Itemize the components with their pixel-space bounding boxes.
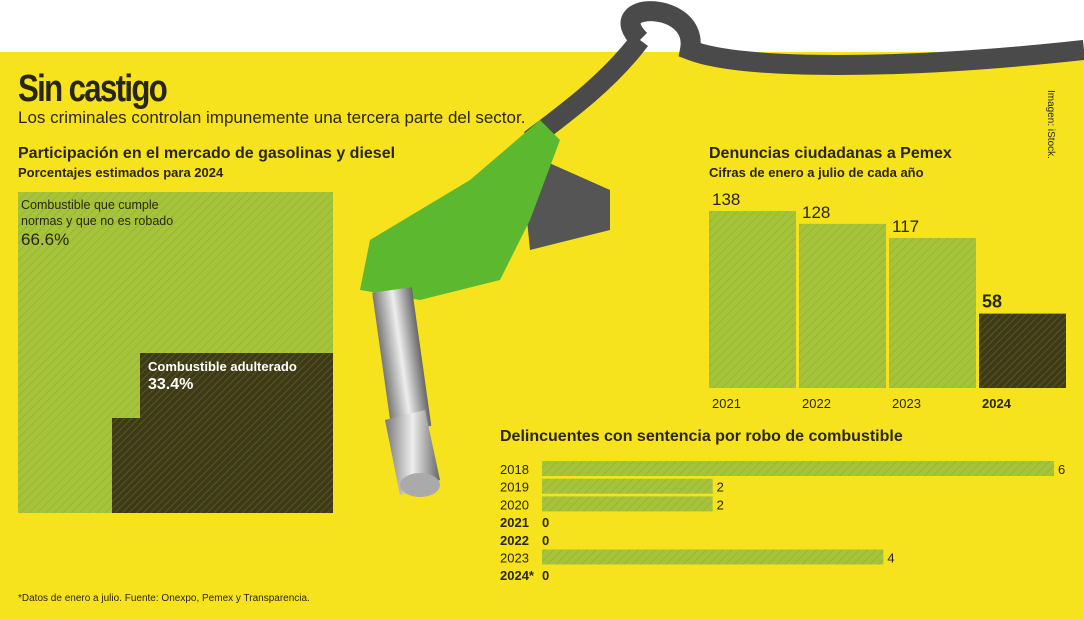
hbar-value-label: 2 (717, 480, 724, 495)
share-label-legal-2: normas y que no es robado (21, 214, 173, 228)
hbar-category-label: 2024* (500, 568, 535, 583)
top-band (0, 0, 1084, 52)
hbar-category-label: 2021 (500, 515, 529, 530)
hbar-2023 (542, 549, 884, 565)
column-value-label: 138 (712, 190, 740, 209)
share-label-legal-1: Combustible que cumple (21, 198, 159, 212)
share-value-adulterated: 33.4% (148, 376, 193, 393)
hbar-2018 (542, 461, 1054, 476)
hbar-value-label: 0 (542, 515, 549, 530)
hbar-value-label: 0 (542, 568, 549, 583)
column-value-label: 128 (802, 203, 830, 222)
column-bar-2022 (799, 223, 886, 388)
complaints-chart: 138 2021 128 2022 117 2023 58 2024 (709, 190, 1066, 411)
hbar-category-label: 2023 (500, 551, 529, 566)
hbar-category-label: 2022 (500, 533, 529, 548)
hbar-2019 (542, 478, 713, 494)
share-block-adulterated (112, 353, 333, 513)
sentences-chart: 2018 6 2019 2 2020 2 2021 0 2022 0 2023 4 2024* 0 (500, 461, 1065, 583)
page-subtitle: Los criminales controlan impunemente una… (18, 108, 526, 127)
footnote: *Datos de enero a julio. Fuente: Onexpo,… (18, 593, 310, 604)
hbar-category-label: 2020 (500, 497, 529, 512)
page-title: Sin castigo (18, 68, 168, 110)
image-credit: Imagen: iStock. (1045, 90, 1056, 159)
complaints-subtitle: Cifras de enero a julio de cada año (709, 165, 924, 180)
hbar-value-label: 0 (542, 533, 549, 548)
hbar-category-label: 2019 (500, 480, 529, 495)
market-share-subtitle: Porcentajes estimados para 2024 (18, 165, 224, 180)
market-share-chart: Combustible que cumple normas y que no e… (18, 192, 333, 513)
column-category-label: 2023 (892, 396, 921, 411)
hbar-value-label: 6 (1058, 462, 1065, 477)
column-value-label: 117 (892, 217, 919, 236)
share-label-adulterated: Combustible adulterado (148, 359, 297, 374)
hbar-category-label: 2018 (500, 462, 529, 477)
hbar-2020 (542, 496, 713, 512)
column-bar-2024 (979, 313, 1066, 388)
market-share-title: Participación en el mercado de gasolinas… (18, 145, 396, 162)
column-value-label: 58 (982, 292, 1002, 312)
column-bar-2021 (709, 211, 796, 388)
column-category-label: 2022 (802, 396, 831, 411)
sentences-title: Delincuentes con sentencia por robo de c… (500, 428, 903, 445)
column-category-label: 2024 (982, 396, 1012, 411)
complaints-title: Denuncias ciudadanas a Pemex (709, 145, 952, 162)
hbar-value-label: 2 (717, 497, 724, 512)
column-category-label: 2021 (712, 396, 741, 411)
share-value-legal: 66.6% (21, 230, 69, 249)
column-bar-2023 (889, 237, 976, 388)
hbar-value-label: 4 (887, 551, 894, 566)
